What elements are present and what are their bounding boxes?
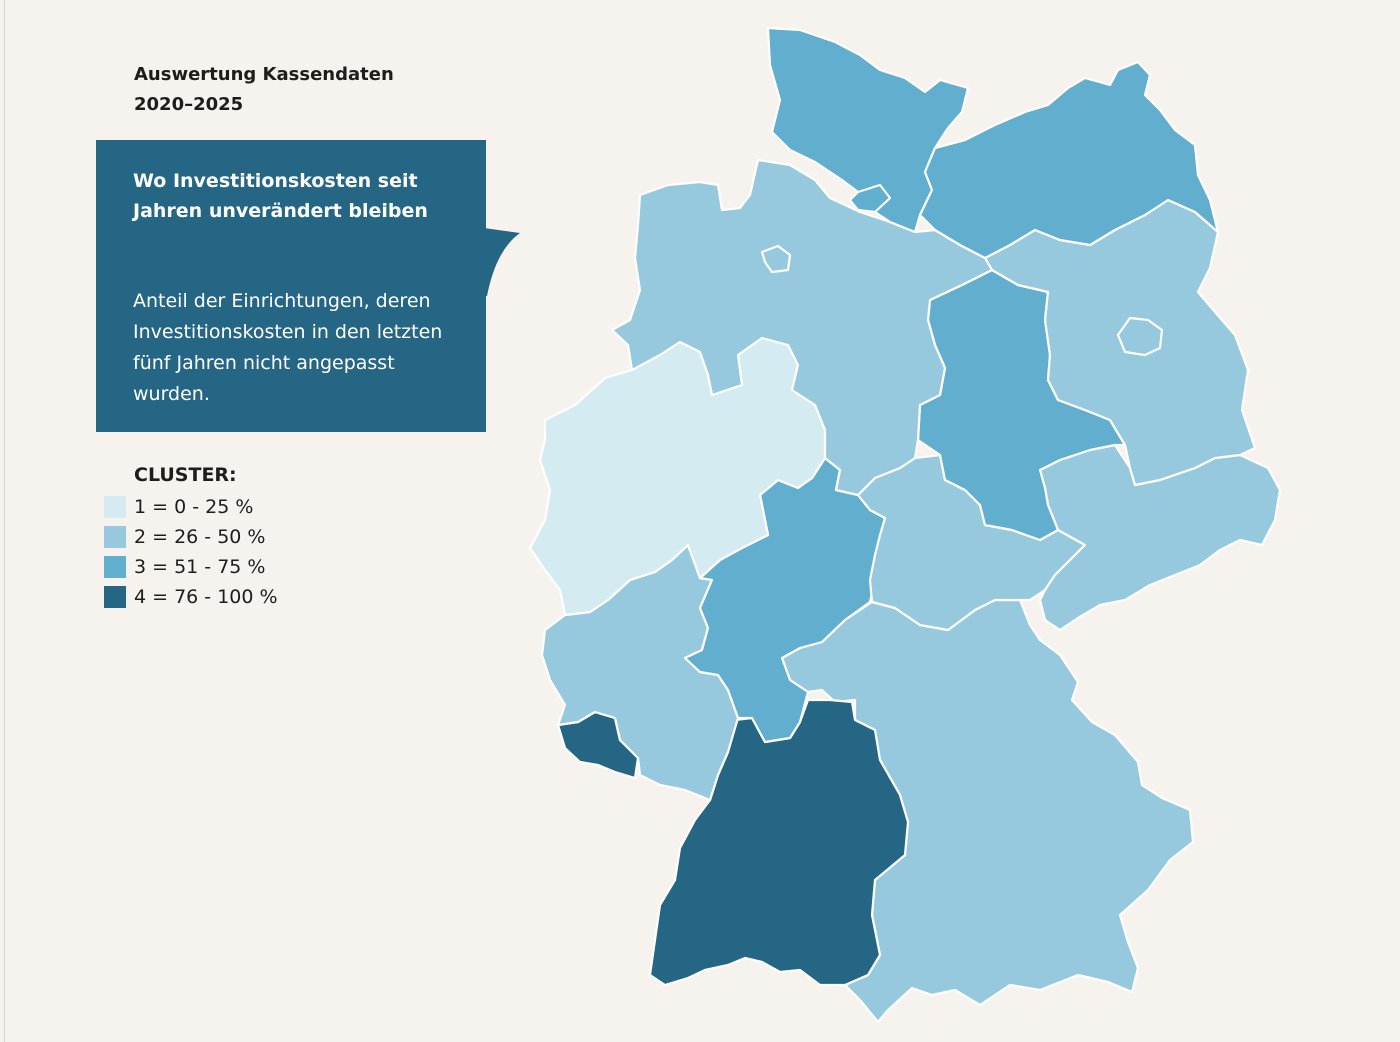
title-line-1: Auswertung Kassendaten [134,64,394,85]
legend-swatch-2 [104,526,126,548]
state-baden-wuerttemberg [648,698,910,987]
legend-swatch-1 [104,496,126,518]
legend-item-1: 1 = 0 - 25 % [104,496,253,518]
legend-label-3: 3 = 51 - 75 % [134,556,266,578]
title-line-2: 2020–2025 [134,94,244,115]
legend-item-3: 3 = 51 - 75 % [104,556,265,578]
map-title: Auswertung Kassendaten 2020–2025 [134,60,394,120]
state-berlin [1116,316,1164,357]
state-mecklenburg-vorpommern [918,60,1220,260]
legend-item-2: 2 = 26 - 50 % [104,526,265,548]
state-hamburg [848,183,892,214]
callout-pointer [484,228,520,296]
legend-swatch-4 [104,586,126,608]
state-niedersachsen [610,158,994,497]
page-frame-line [4,0,5,1042]
info-callout: Wo Investitionskosten seit Jahren unverä… [96,140,486,432]
legend-item-4: 4 = 76 - 100 % [104,586,278,608]
legend-title: CLUSTER: [134,464,237,486]
legend-swatch-3 [104,556,126,578]
callout-heading: Wo Investitionskosten seit Jahren unverä… [133,170,428,222]
legend-label-2: 2 = 26 - 50 % [134,526,266,548]
legend-label-4: 4 = 76 - 100 % [134,586,278,608]
callout-description: Anteil der Einrichtungen, deren Investit… [133,290,443,405]
legend-label-1: 1 = 0 - 25 % [134,496,254,518]
state-bremen [760,244,792,274]
